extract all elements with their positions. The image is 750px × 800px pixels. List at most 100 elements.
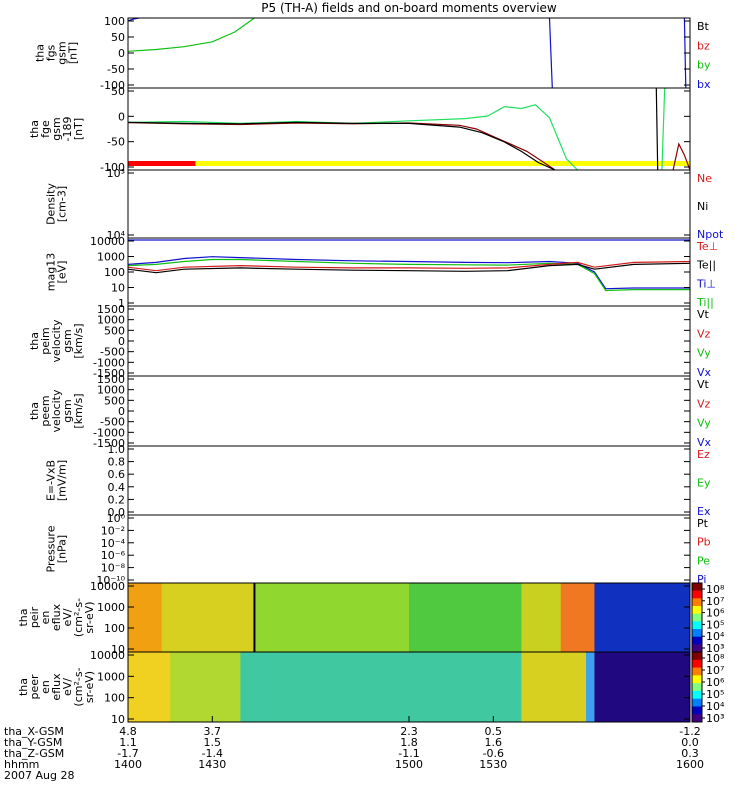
x-tick-label: 1.8	[400, 736, 418, 749]
legend-entry: Pi	[697, 573, 706, 586]
colorbar-segment	[692, 714, 702, 723]
legend-entry: Npot	[697, 228, 724, 241]
series-line-bx	[548, 18, 553, 88]
x-row-label: tha_Y-GSM	[4, 736, 62, 749]
y-tick-label: 10	[111, 643, 125, 656]
y-axis-label: velocity	[50, 389, 63, 432]
y-axis-label: gsm	[56, 41, 69, 64]
y-tick-label: 10	[111, 282, 125, 295]
y-axis-label: en	[39, 611, 52, 625]
y-tick-label: 10⁰	[107, 512, 126, 525]
panel-frame	[127, 169, 691, 239]
x-tick-label: 1.6	[485, 736, 503, 749]
y-tick-label: 1000	[97, 314, 125, 327]
y-axis-label: sr-eV)	[83, 671, 96, 703]
date-label: 2007 Aug 28	[4, 769, 74, 782]
legend-entry: Te||	[696, 259, 716, 272]
y-axis-label: [mV/m]	[56, 460, 69, 501]
x-tick-label: 1500	[395, 758, 423, 771]
y-axis-label: tha	[17, 608, 30, 626]
colorbar-tick-label: 10⁸	[706, 652, 725, 665]
colorbar-segment	[692, 652, 702, 661]
y-tick-label: 10⁻⁴	[101, 537, 126, 550]
y-axis-label: tha	[34, 44, 47, 62]
y-axis-label: tha	[28, 332, 41, 350]
y-axis-label: gsm	[50, 117, 63, 140]
colorbar-segment	[692, 613, 702, 622]
y-tick-label: 10⁻⁸	[101, 562, 126, 575]
spectrogram-band	[594, 583, 691, 652]
y-tick-label: 500	[104, 324, 125, 337]
y-tick-label: 1000	[97, 384, 125, 397]
y-axis-label: fgs	[45, 44, 58, 61]
series-line-Ti⊥	[128, 256, 690, 290]
y-tick-label: 10⁴	[107, 229, 126, 242]
y-tick-label: 0	[118, 110, 125, 123]
x-row-label: tha_Z-GSM	[4, 747, 64, 760]
panel-frame	[127, 514, 691, 584]
y-axis-label: eV/	[61, 608, 74, 626]
status-bar-segment	[128, 161, 196, 166]
spectrogram-band	[128, 652, 171, 722]
legend-entry: Bt	[697, 20, 710, 33]
x-tick-label: 1.1	[119, 736, 137, 749]
legend-entry: Vy	[697, 347, 711, 360]
spectrogram-band	[521, 652, 587, 722]
colorbar-segment	[692, 698, 702, 707]
y-axis-label: Pressure	[45, 525, 58, 572]
x-tick-label: 4.8	[119, 725, 137, 738]
legend-entry: bx	[697, 78, 711, 91]
x-tick-label: -1.1	[398, 747, 419, 760]
y-tick-label: 10000	[90, 649, 125, 662]
y-axis-label: eV/	[61, 678, 74, 696]
y-tick-label: -1500	[93, 367, 125, 380]
legend-entry: Ex	[697, 505, 711, 518]
spectrogram-band	[521, 583, 562, 652]
colorbar-segment	[692, 606, 702, 615]
legend-entry: bz	[697, 39, 710, 52]
colorbar-segment	[692, 621, 702, 630]
y-axis-label: eflux	[50, 673, 63, 701]
x-tick-label: 0.0	[681, 736, 699, 749]
colorbar-segment	[692, 683, 702, 692]
y-tick-label: 1000	[97, 670, 125, 683]
x-tick-label: 3.7	[204, 725, 222, 738]
panel-p7	[127, 445, 691, 516]
y-axis-label: peim	[39, 327, 52, 355]
x-tick-label: 1430	[198, 758, 226, 771]
y-tick-label: 10⁻⁶	[101, 549, 126, 562]
panel-p6	[127, 375, 691, 447]
legend-entry: Vz	[697, 397, 711, 410]
colorbar-tick-label: 10⁷	[706, 595, 724, 608]
colorbar-tick-label: 10⁸	[706, 583, 725, 596]
colorbar-segment	[692, 706, 702, 715]
y-axis-label: tha	[17, 678, 30, 696]
panel-frame	[127, 445, 691, 516]
y-axis-label: [km/s]	[72, 393, 85, 428]
x-tick-label: 1.5	[204, 736, 222, 749]
series-line-bx	[655, 88, 659, 170]
series-line-by	[661, 88, 668, 170]
legend-entry: Ti⊥	[696, 277, 716, 290]
y-axis-label: Density	[45, 183, 58, 225]
y-tick-label: -1000	[93, 356, 125, 369]
colorbar-segment	[692, 667, 702, 676]
y-tick-label: 0.8	[108, 456, 126, 469]
y-tick-label: 10⁻²	[101, 524, 125, 537]
spectrogram-band	[254, 583, 410, 652]
y-tick-label: -100	[100, 161, 125, 174]
colorbar-segment	[692, 583, 702, 592]
y-tick-label: -500	[100, 416, 125, 429]
y-axis-label: (cm²-s-	[72, 667, 85, 706]
legend-entry: Vt	[697, 378, 710, 391]
y-tick-label: 100	[104, 692, 125, 705]
y-tick-label: -50	[107, 136, 125, 149]
y-axis-label: en	[39, 680, 52, 694]
colorbar-tick-label: 10⁶	[706, 607, 725, 620]
y-tick-label: -500	[100, 346, 125, 359]
y-tick-label: -1000	[93, 426, 125, 439]
panel-p10	[127, 651, 705, 723]
spectrogram-band	[170, 652, 241, 722]
x-tick-label: 2.3	[400, 725, 418, 738]
y-tick-label: 1	[118, 297, 125, 310]
